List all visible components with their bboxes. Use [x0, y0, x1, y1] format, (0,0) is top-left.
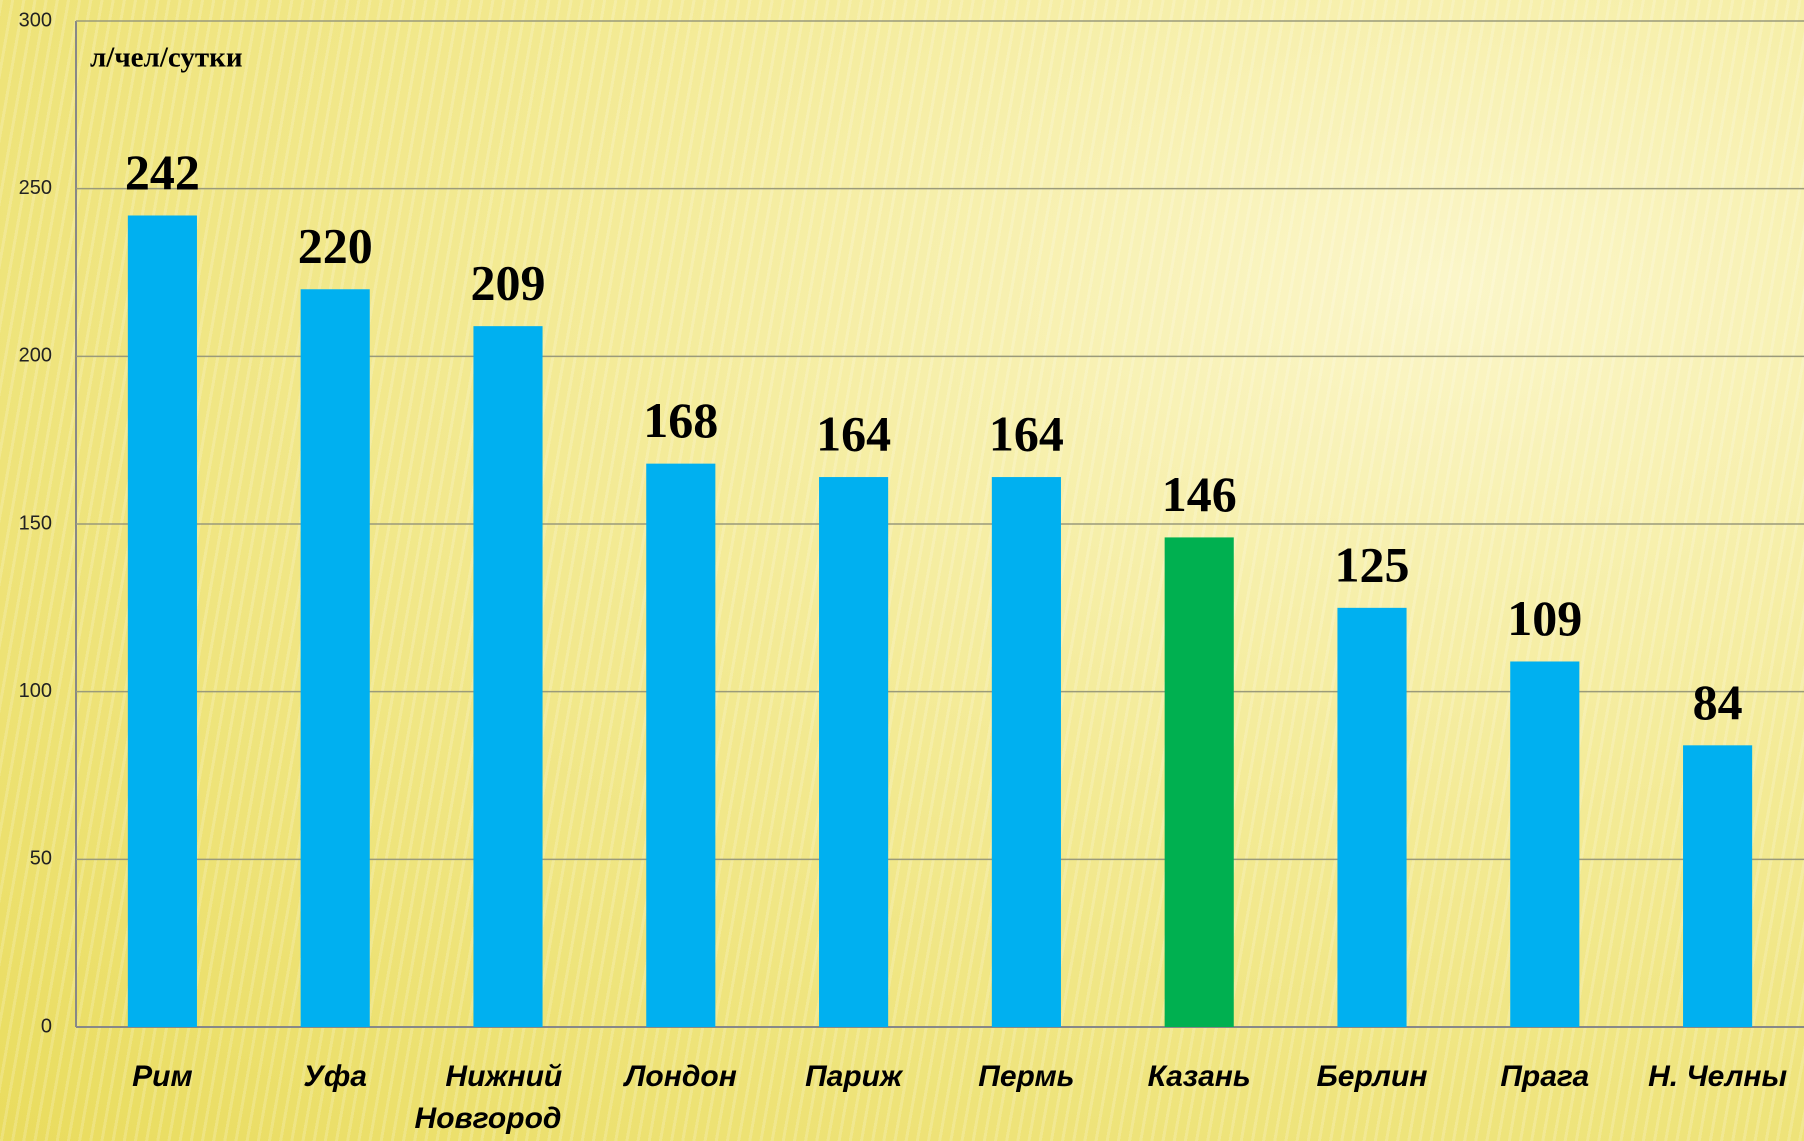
x-tick-label: Пермь: [978, 1060, 1074, 1093]
x-tick-label: Берлин: [1317, 1060, 1428, 1093]
y-tick-label: 300: [19, 9, 52, 31]
data-label: 84: [1693, 674, 1743, 730]
x-tick-label: Рим: [132, 1060, 193, 1093]
data-label: 164: [816, 406, 891, 462]
data-label: 164: [989, 406, 1064, 462]
x-tick-label: Прага: [1500, 1060, 1589, 1093]
y-tick-label: 100: [19, 680, 52, 702]
data-label: 242: [125, 144, 200, 200]
bar: [819, 477, 889, 1027]
x-tick-label: Н. Челны: [1648, 1060, 1787, 1093]
y-tick-label: 150: [19, 512, 52, 534]
bar: [127, 215, 197, 1027]
x-tick-label: Париж: [805, 1060, 904, 1093]
bar: [473, 326, 543, 1027]
x-tick-label: Лондон: [623, 1060, 737, 1093]
bar: [991, 477, 1061, 1027]
y-tick-label: 250: [19, 177, 52, 199]
data-label: 220: [298, 218, 373, 274]
y-tick-label: 0: [41, 1015, 52, 1037]
y-tick-label: 50: [30, 848, 52, 870]
data-label: 146: [1162, 466, 1237, 522]
y-tick-label: 200: [19, 345, 52, 367]
bar: [300, 289, 370, 1027]
x-tick-label: Казань: [1148, 1060, 1251, 1093]
data-label: 168: [643, 392, 718, 448]
bar: [1164, 537, 1234, 1027]
axis-title: л/чел/сутки: [90, 42, 243, 74]
bar: [646, 463, 716, 1027]
bar: [1510, 661, 1580, 1027]
x-tick-label: Уфа: [303, 1060, 367, 1093]
data-label: 209: [471, 255, 546, 311]
bar: [1683, 745, 1753, 1027]
bar: [1337, 607, 1407, 1027]
data-label: 109: [1507, 590, 1582, 646]
x-tick-label: Нижний Новгород: [415, 1060, 571, 1135]
data-label: 125: [1335, 536, 1410, 592]
